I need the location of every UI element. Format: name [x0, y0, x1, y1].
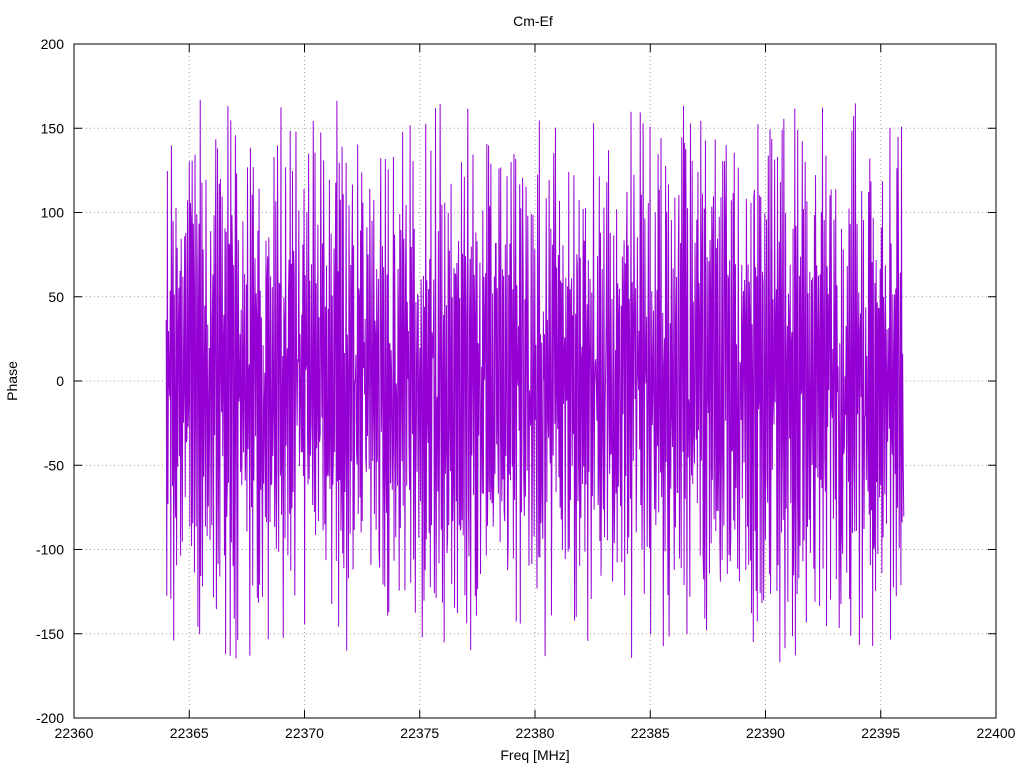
- y-tick-label: 100: [41, 205, 65, 221]
- y-tick-label: -100: [36, 542, 64, 558]
- y-tick-label: 0: [56, 373, 64, 389]
- series-line-phase: [165, 99, 905, 663]
- x-tick-label: 22395: [861, 725, 900, 741]
- axis-ticks: [73, 43, 997, 719]
- y-axis-label: Phase: [4, 361, 20, 401]
- y-tick-label: -50: [44, 457, 64, 473]
- x-axis-label: Freq [MHz]: [500, 747, 569, 763]
- chart-title: Cm-Ef: [513, 13, 553, 29]
- x-tick-label: 22400: [977, 725, 1016, 741]
- x-tick-labels: 22360 22365 22370 22375 22380 22385 22390 22395…: [55, 725, 1016, 741]
- x-tick-label: 22365: [170, 725, 209, 741]
- y-tick-label: 50: [48, 289, 64, 305]
- x-tick-label: 22385: [631, 725, 670, 741]
- x-tick-label: 22370: [285, 725, 324, 741]
- series-layer: [165, 99, 905, 663]
- x-tick-label: 22380: [516, 725, 555, 741]
- y-tick-label: 200: [41, 36, 65, 52]
- y-tick-labels: 200 150 100 50 0 -50 -100 -150 -200: [36, 36, 64, 726]
- x-tick-label: 22375: [400, 725, 439, 741]
- x-tick-label: 22390: [746, 725, 785, 741]
- y-tick-label: -200: [36, 710, 64, 726]
- y-tick-label: -150: [36, 626, 64, 642]
- y-tick-label: 150: [41, 120, 65, 136]
- x-tick-label: 22360: [55, 725, 94, 741]
